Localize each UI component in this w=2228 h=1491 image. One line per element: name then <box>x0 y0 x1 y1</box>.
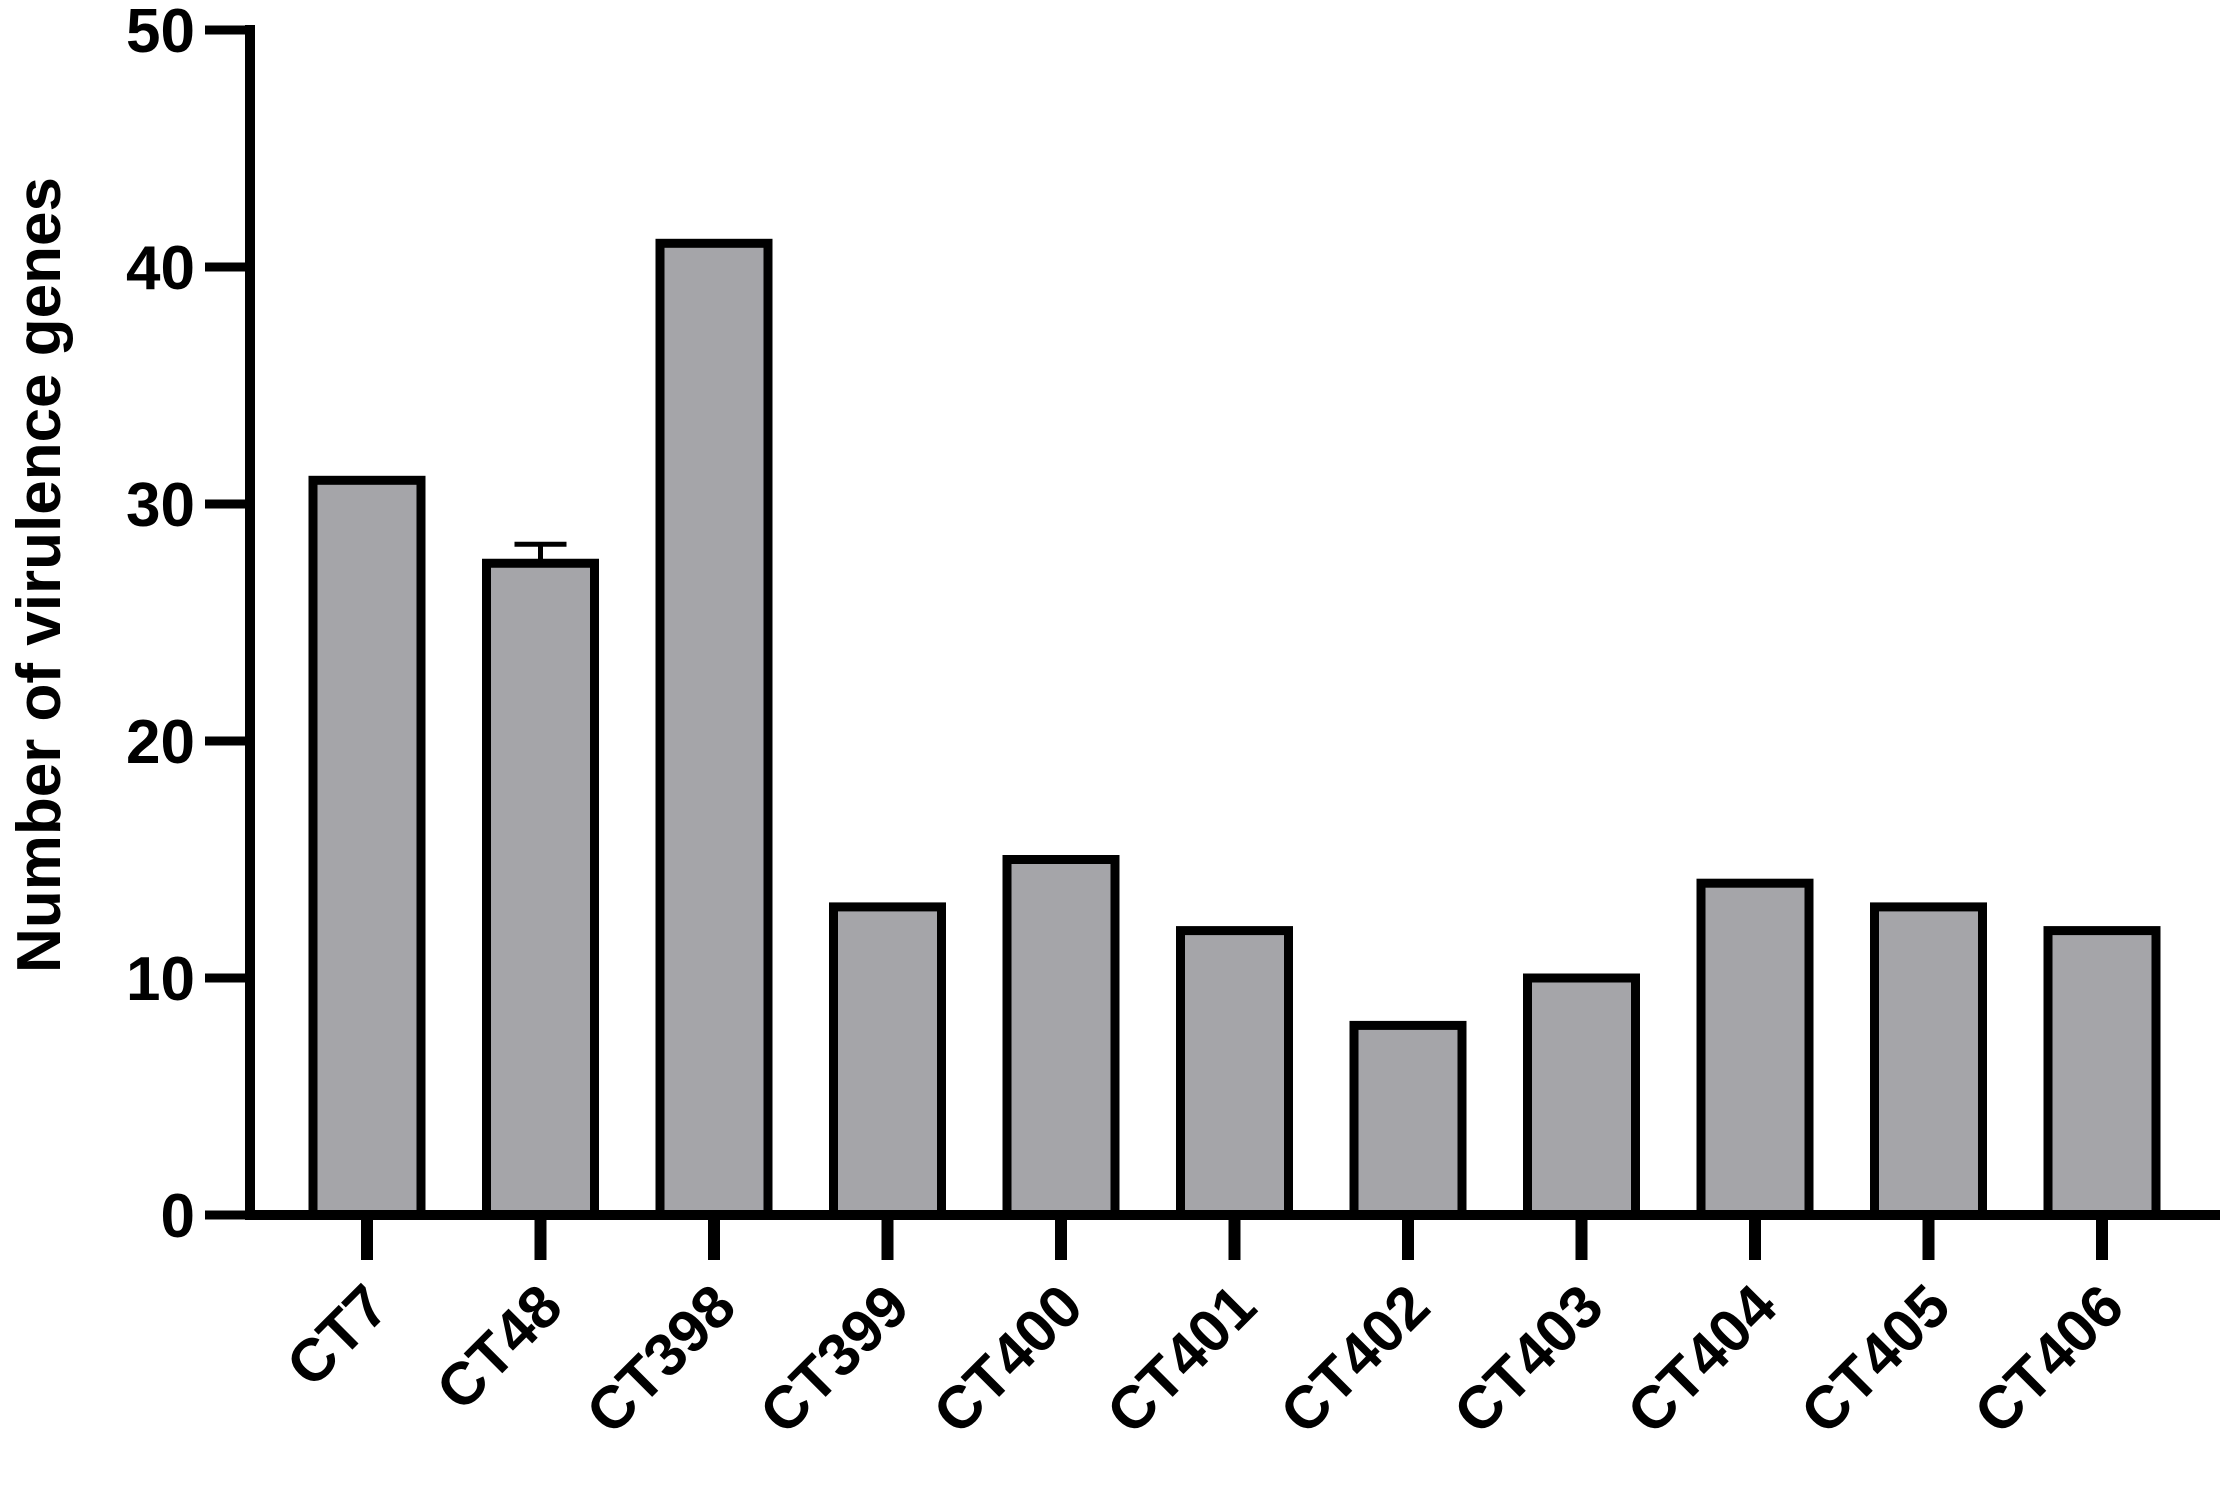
bar-ct400 <box>1002 855 1120 1220</box>
x-tick-label-ct401: CT401 <box>1094 1272 1269 1447</box>
bar-ct399 <box>829 902 946 1220</box>
bar-ct48 <box>482 558 599 1220</box>
labels-layer: CT7 CT48CT398CT399CT400CT401CT402CT403CT4… <box>126 0 2136 1447</box>
y-tick-label-20: 20 <box>126 708 195 777</box>
bar-ct401 <box>1176 926 1293 1220</box>
bars-layer <box>308 238 2161 1220</box>
x-tick-label-ct7: CT7 <box>274 1272 402 1400</box>
x-tick-label-ct48: CT48 <box>424 1272 575 1423</box>
x-tick-label-ct398: CT398 <box>573 1272 748 1447</box>
bar-ct403 <box>1523 973 1640 1220</box>
x-tick-label-ct403: CT403 <box>1441 1272 1616 1447</box>
bar-ct402 <box>1349 1020 1467 1220</box>
y-tick-label-0: 0 <box>161 1182 195 1251</box>
axes-layer <box>205 25 2220 1260</box>
y-axis-title: Number of virulence genes <box>5 177 74 973</box>
bar-ct398 <box>655 238 773 1220</box>
x-tick-label-ct405: CT405 <box>1788 1272 1963 1447</box>
x-tick-label-ct400: CT400 <box>920 1272 1095 1447</box>
bar-ct7 <box>308 475 426 1220</box>
bar-ct406 <box>2043 926 2161 1220</box>
bar-ct405 <box>1870 902 1987 1220</box>
x-tick-label-ct406: CT406 <box>1961 1272 2136 1447</box>
y-tick-label-10: 10 <box>126 945 195 1014</box>
x-tick-label-ct399: CT399 <box>747 1272 922 1447</box>
bar-ct404 <box>1696 878 1814 1220</box>
y-tick-label-30: 30 <box>126 471 195 540</box>
y-tick-label-50: 50 <box>126 0 195 66</box>
x-tick-label-ct402: CT402 <box>1267 1272 1442 1447</box>
x-tick-label-ct404: CT404 <box>1614 1271 1789 1446</box>
y-tick-label-40: 40 <box>126 234 195 303</box>
